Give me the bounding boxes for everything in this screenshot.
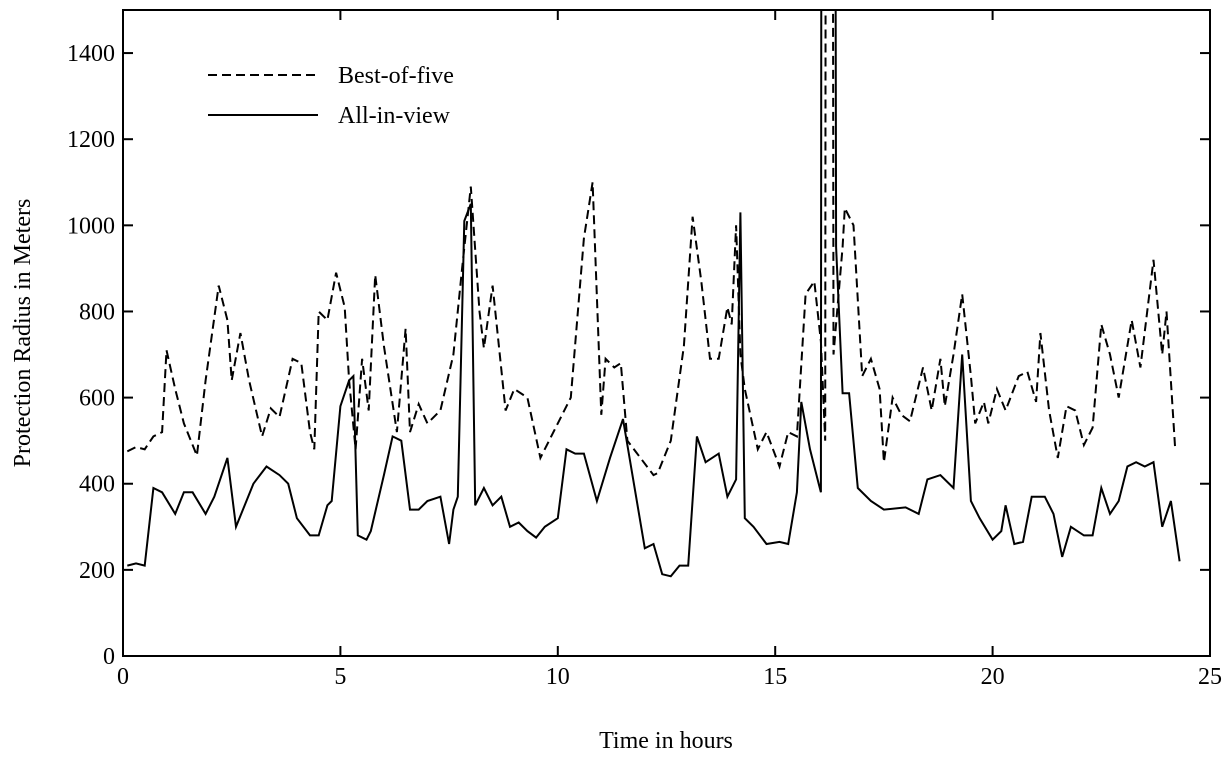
legend-label: All-in-view xyxy=(338,103,451,129)
x-tick-label: 20 xyxy=(981,664,1005,690)
y-tick-label: 0 xyxy=(103,644,115,670)
series-line xyxy=(127,10,1181,578)
x-tick-label: 5 xyxy=(334,664,346,690)
x-tick-label: 15 xyxy=(763,664,787,690)
y-axis-label: Protection Radius in Meters xyxy=(10,199,36,468)
x-tick-label: 25 xyxy=(1198,664,1222,690)
x-tick-label: 0 xyxy=(117,664,129,690)
y-tick-label: 1000 xyxy=(67,213,115,239)
x-tick-label: 10 xyxy=(546,664,570,690)
y-tick-label: 1200 xyxy=(67,127,115,153)
y-tick-label: 600 xyxy=(79,386,115,412)
x-axis-label: Time in hours xyxy=(599,728,733,754)
series-line xyxy=(126,10,1177,477)
legend-label: Best-of-five xyxy=(338,63,454,89)
y-tick-label: 200 xyxy=(79,558,115,584)
plot-frame xyxy=(122,9,1211,657)
y-tick-label: 800 xyxy=(79,299,115,325)
y-tick-label: 1400 xyxy=(67,41,115,67)
y-tick-label: 400 xyxy=(79,472,115,498)
